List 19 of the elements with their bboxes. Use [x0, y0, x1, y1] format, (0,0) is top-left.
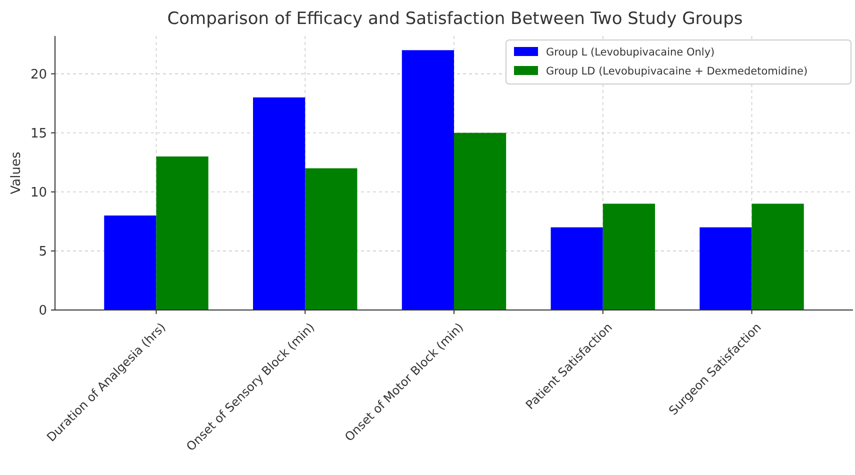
y-tick-label: 10 [30, 185, 47, 200]
bar [752, 204, 804, 310]
bar [454, 132, 506, 310]
y-tick-label: 0 [38, 304, 47, 319]
bar [156, 156, 208, 310]
bar [104, 216, 156, 310]
bar [253, 97, 306, 310]
legend-label: Group L (Levobupivacaine Only) [546, 46, 715, 59]
bar [550, 227, 603, 310]
y-tick-label: 20 [30, 67, 47, 82]
y-tick-label: 5 [38, 244, 47, 260]
y-tick-label: 15 [30, 126, 47, 142]
bar [700, 227, 752, 310]
legend-label: Group LD (Levobupivacaine + Dexmedetomidine) [546, 66, 808, 78]
y-axis-title: Values [9, 152, 24, 194]
bar [402, 50, 454, 310]
chart-title: Comparison of Efficacy and Satisfaction Between Two Study Groups [167, 9, 743, 29]
bar [602, 204, 655, 310]
bar [305, 168, 358, 310]
